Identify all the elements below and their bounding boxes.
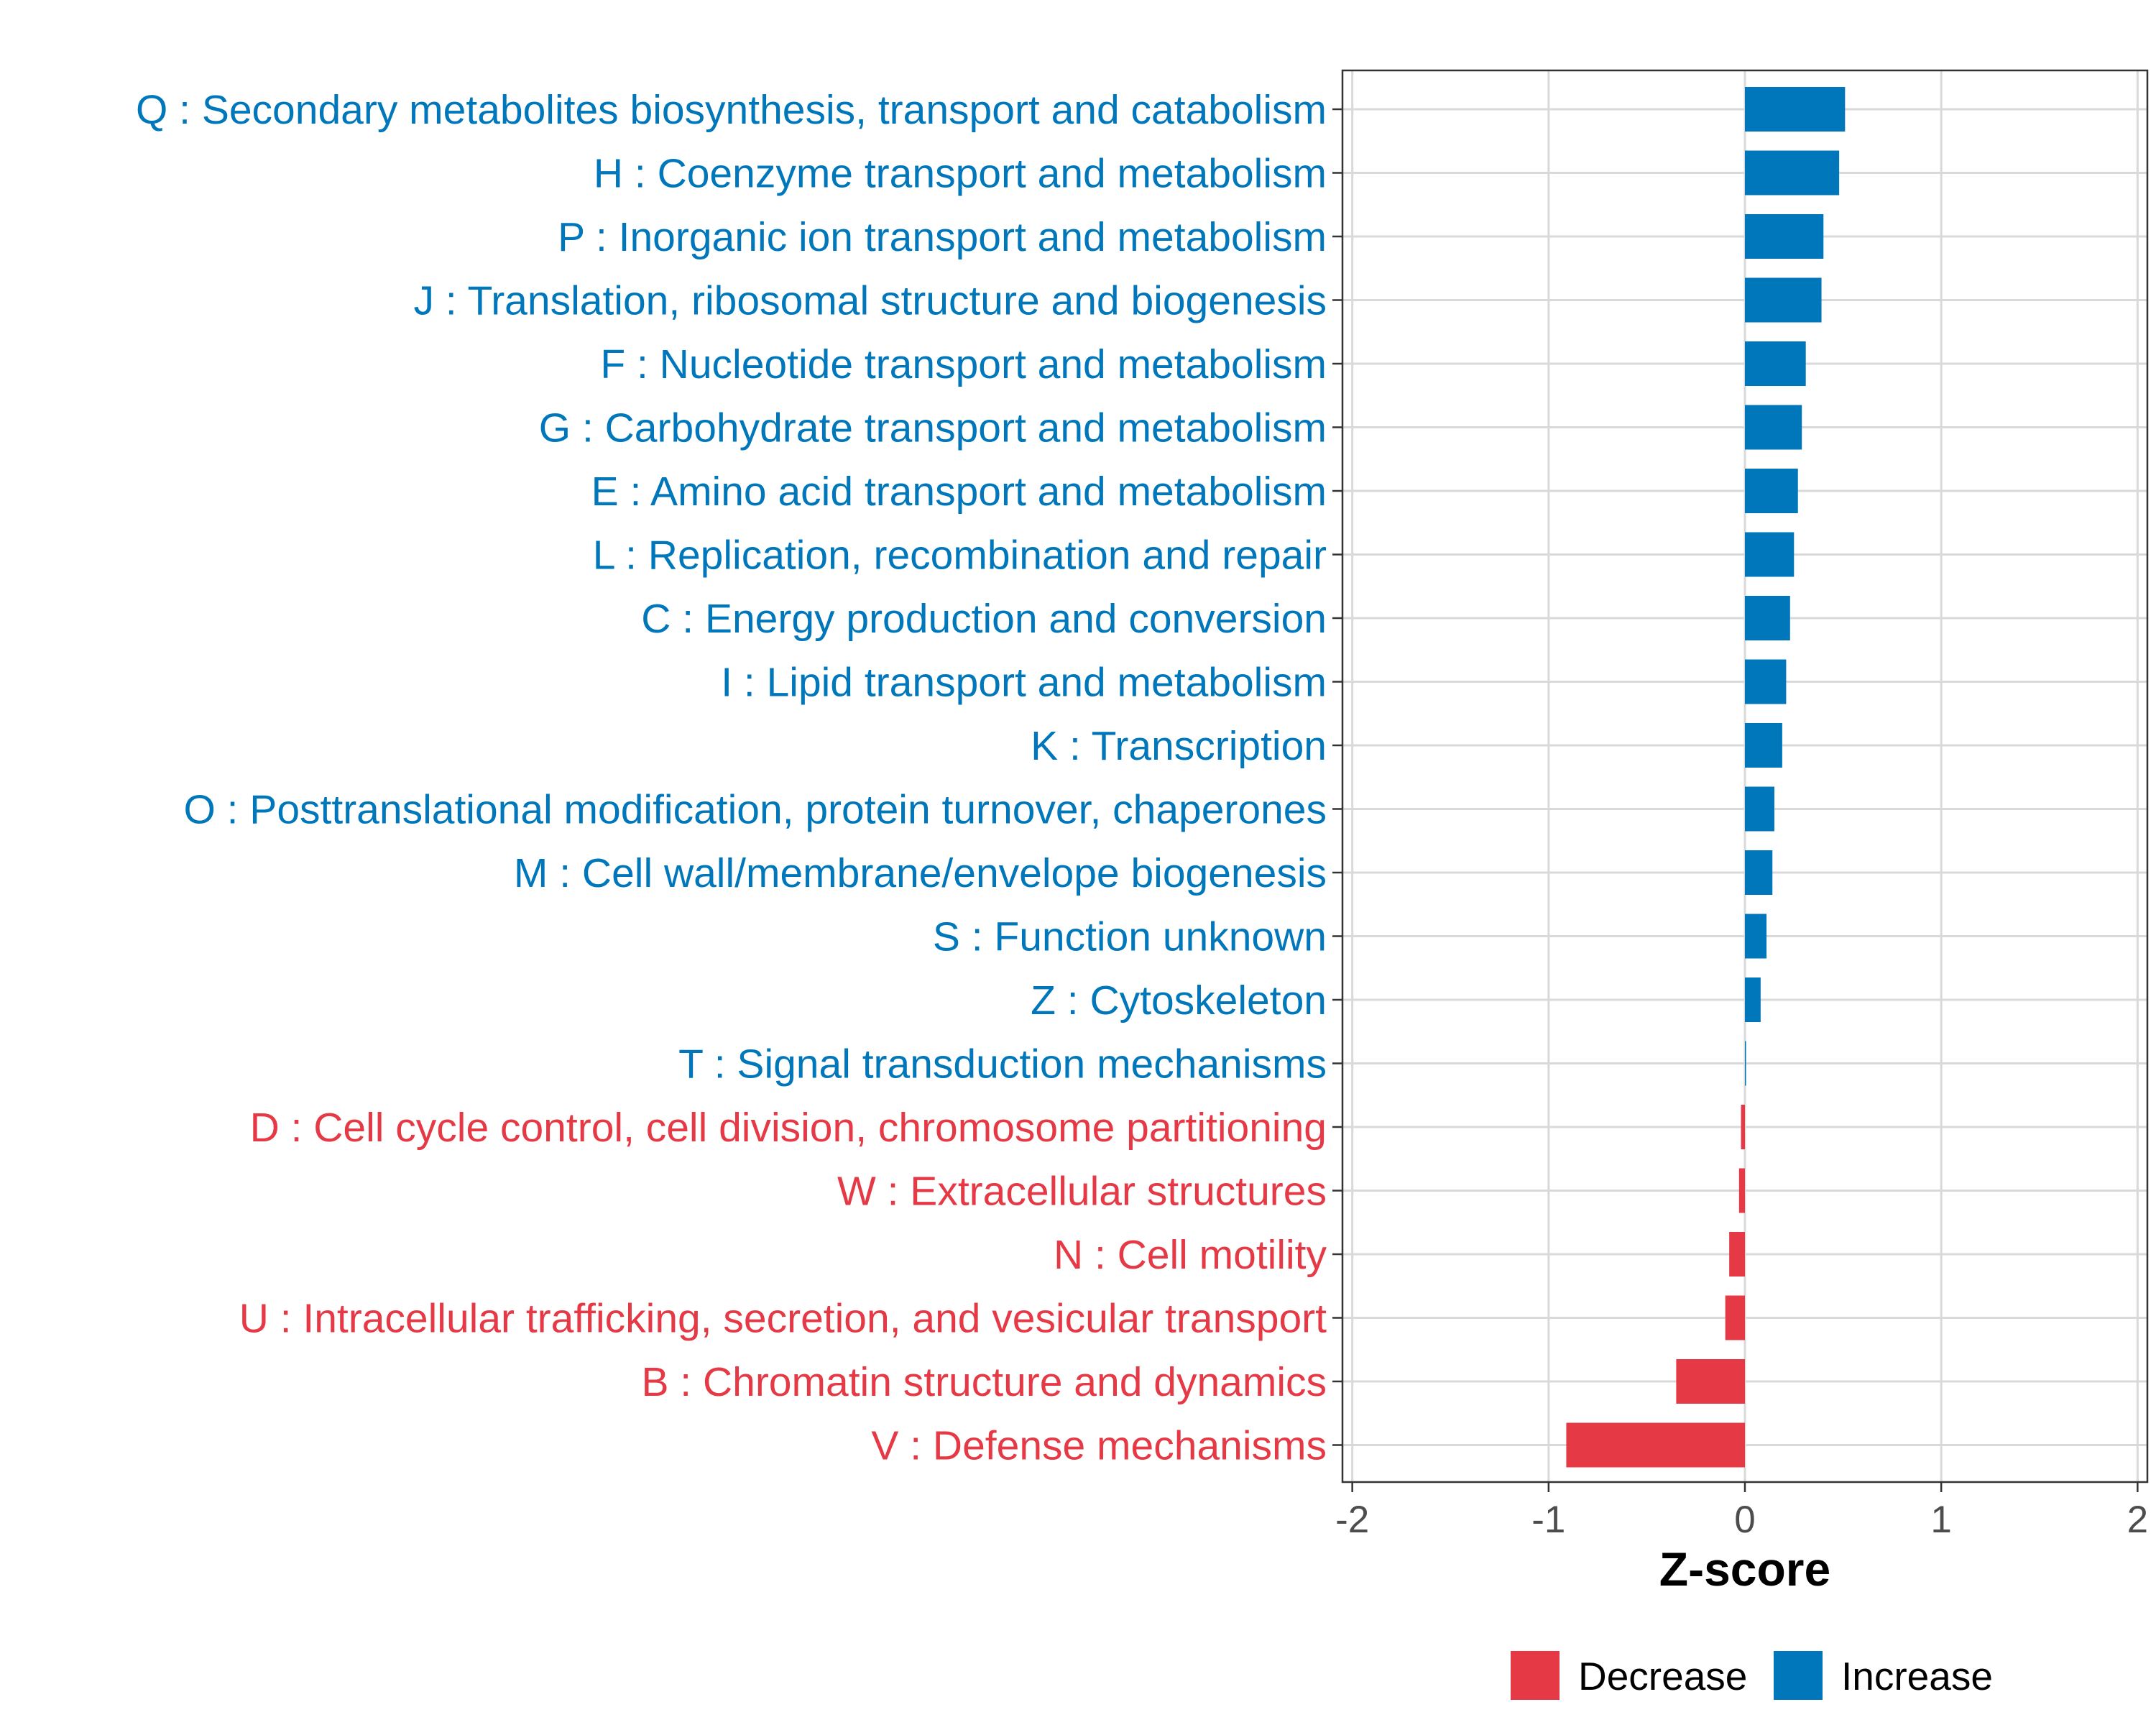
category-label: B : Chromatin structure and dynamics bbox=[641, 1359, 1327, 1405]
bar bbox=[1745, 850, 1773, 895]
category-label: P : Inorganic ion transport and metaboli… bbox=[558, 214, 1327, 260]
category-label: V : Defense mechanisms bbox=[871, 1423, 1327, 1469]
category-label: M : Cell wall/membrane/envelope biogenes… bbox=[514, 850, 1327, 896]
bar bbox=[1745, 723, 1782, 768]
bar bbox=[1745, 405, 1802, 450]
legend-swatch-increase bbox=[1774, 1651, 1823, 1700]
category-label: F : Nucleotide transport and metabolism bbox=[600, 341, 1327, 387]
bar bbox=[1745, 87, 1846, 132]
bar bbox=[1745, 469, 1798, 513]
bar bbox=[1745, 596, 1790, 640]
category-label: I : Lipid transport and metabolism bbox=[721, 660, 1327, 706]
category-label: Q : Secondary metabolites biosynthesis, … bbox=[136, 87, 1327, 133]
bar bbox=[1745, 978, 1761, 1022]
category-label: S : Function unknown bbox=[933, 914, 1327, 960]
category-labels: Q : Secondary metabolites biosynthesis, … bbox=[136, 87, 1327, 1469]
category-label: O : Posttranslational modification, prot… bbox=[183, 787, 1327, 833]
category-label: K : Transcription bbox=[1031, 723, 1327, 769]
category-label: T : Signal transduction mechanisms bbox=[678, 1041, 1327, 1087]
bar bbox=[1745, 786, 1774, 832]
bar bbox=[1745, 150, 1840, 196]
x-axis-ticks: -2 -1 0 1 2 bbox=[1335, 1482, 2148, 1541]
bar bbox=[1745, 914, 1767, 959]
category-label: C : Energy production and conversion bbox=[641, 596, 1327, 642]
x-tick-label: 2 bbox=[2127, 1499, 2148, 1541]
category-label: L : Replication, recombination and repai… bbox=[593, 533, 1327, 579]
category-label: E : Amino acid transport and metabolism bbox=[591, 469, 1327, 515]
bar bbox=[1745, 1041, 1746, 1086]
y-axis-ticks bbox=[1332, 108, 1342, 1446]
x-tick-label: 0 bbox=[1734, 1499, 1755, 1541]
bar bbox=[1676, 1359, 1745, 1404]
category-label: G : Carbohydrate transport and metabolis… bbox=[539, 405, 1327, 451]
legend-label-increase: Increase bbox=[1841, 1654, 1993, 1698]
x-tick-label: 1 bbox=[1930, 1499, 1951, 1541]
bar bbox=[1566, 1422, 1745, 1468]
category-label: Z : Cytoskeleton bbox=[1031, 978, 1327, 1024]
bar bbox=[1741, 1105, 1745, 1149]
legend-swatch-decrease bbox=[1511, 1651, 1560, 1700]
legend: Decrease Increase bbox=[1511, 1651, 1993, 1700]
legend-label-decrease: Decrease bbox=[1578, 1654, 1747, 1698]
bar bbox=[1738, 1168, 1745, 1213]
x-tick-label: -1 bbox=[1531, 1499, 1565, 1541]
category-label: J : Translation, ribosomal structure and… bbox=[414, 278, 1327, 324]
category-label: N : Cell motility bbox=[1054, 1232, 1327, 1278]
bar bbox=[1745, 277, 1822, 323]
x-axis-title: Z-score bbox=[1659, 1542, 1830, 1596]
category-label: D : Cell cycle control, cell division, c… bbox=[250, 1105, 1327, 1151]
bar bbox=[1745, 659, 1787, 704]
bar bbox=[1745, 341, 1806, 386]
x-tick-label: -2 bbox=[1335, 1499, 1369, 1541]
bars bbox=[1566, 87, 1846, 1468]
bar bbox=[1745, 214, 1824, 259]
category-label: U : Intracellular trafficking, secretion… bbox=[239, 1296, 1327, 1342]
bar bbox=[1725, 1295, 1745, 1340]
bar bbox=[1729, 1232, 1745, 1276]
category-label: W : Extracellular structures bbox=[837, 1169, 1327, 1215]
category-label: H : Coenzyme transport and metabolism bbox=[594, 151, 1327, 197]
bar bbox=[1745, 532, 1795, 577]
